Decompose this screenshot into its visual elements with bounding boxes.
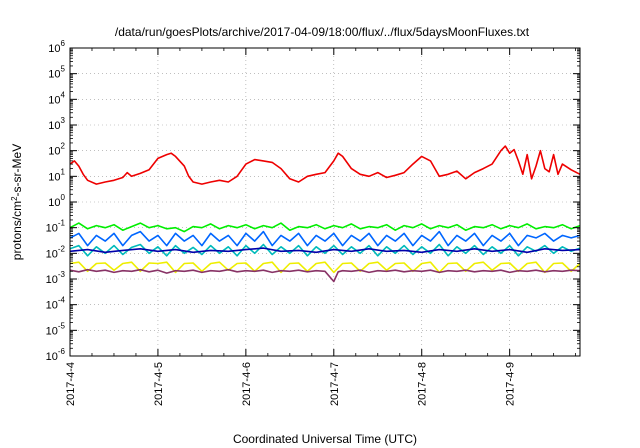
y-tick-exp: -5: [58, 321, 66, 330]
y-tick-exp: 1: [61, 167, 66, 176]
y-tick-exp: 0: [61, 193, 66, 202]
y-tick-exp: -2: [58, 244, 66, 253]
y-tick-base: 10: [46, 274, 58, 286]
series-line: [69, 222, 581, 233]
y-tick-label: 103: [48, 116, 65, 132]
series-line: [69, 268, 581, 283]
x-tick-label: 2017-4-9: [505, 362, 517, 406]
y-tick-base: 10: [46, 300, 58, 312]
y-tick-label: 101: [48, 167, 65, 183]
y-tick-base: 10: [46, 223, 58, 235]
x-tick-label: 2017-4-8: [417, 362, 429, 406]
series-layer: [69, 145, 581, 283]
y-tick-label: 104: [48, 90, 65, 106]
y-tick-label: 100: [48, 193, 65, 209]
y-tick-labels: 10610510410310210110010-110-210-310-410-…: [46, 39, 66, 363]
y-axis-label-sup: 2: [10, 196, 19, 201]
y-tick-exp: 4: [61, 90, 66, 99]
x-tick-label: 2017-4-4: [65, 362, 77, 406]
y-axis-label-main: protons/cm: [10, 201, 24, 260]
y-tick-label: 10-3: [46, 270, 66, 286]
axis-ticks: [69, 47, 580, 357]
x-tick-labels: 2017-4-4 2017-4-5 2017-4-6 2017-4-7 2017-4-8…: [65, 362, 517, 406]
y-tick-exp: 6: [61, 39, 66, 48]
chart-title: /data/run/goesPlots/archive/2017-04-09/1…: [115, 25, 530, 39]
series-line: [69, 243, 581, 257]
y-tick-exp: -3: [58, 270, 66, 279]
x-axis-label: Coordinated Universal Time (UTC): [233, 432, 417, 446]
y-tick-base: 10: [48, 171, 60, 183]
y-tick-label: 105: [48, 65, 65, 81]
y-tick-base: 10: [48, 120, 60, 132]
y-tick-exp: -1: [58, 219, 66, 228]
y-tick-exp: -4: [58, 296, 66, 305]
series-line: [69, 145, 581, 185]
x-tick-label: 2017-4-5: [153, 362, 165, 406]
y-tick-exp: 5: [61, 65, 66, 74]
series-line: [69, 230, 581, 247]
y-axis-label: protons/cm2-s-sr-MeV: [10, 144, 25, 260]
y-tick-label: 10-2: [46, 244, 66, 260]
y-tick-base: 10: [48, 69, 60, 81]
y-tick-base: 10: [46, 248, 58, 260]
y-tick-exp: 2: [61, 142, 66, 151]
y-tick-exp: 3: [61, 116, 66, 125]
y-tick-base: 10: [48, 197, 60, 209]
y-tick-base: 10: [48, 146, 60, 158]
series-line: [69, 261, 581, 274]
chart-grid: [70, 48, 580, 356]
y-tick-base: 10: [46, 325, 58, 337]
y-axis-label-rest: -s-sr-MeV: [10, 144, 24, 197]
y-tick-exp: -6: [58, 347, 66, 356]
x-tick-label: 2017-4-7: [329, 362, 341, 406]
y-tick-label: 10-1: [46, 219, 66, 235]
x-tick-label: 2017-4-6: [241, 362, 253, 406]
y-tick-base: 10: [48, 43, 60, 55]
y-tick-base: 10: [46, 351, 58, 363]
y-tick-base: 10: [48, 94, 60, 106]
y-tick-label: 10-4: [46, 296, 66, 312]
y-tick-label: 10-6: [46, 347, 66, 363]
y-tick-label: 106: [48, 39, 65, 55]
y-tick-label: 10-5: [46, 321, 66, 337]
series-line: [69, 247, 581, 254]
y-tick-label: 102: [48, 142, 65, 158]
